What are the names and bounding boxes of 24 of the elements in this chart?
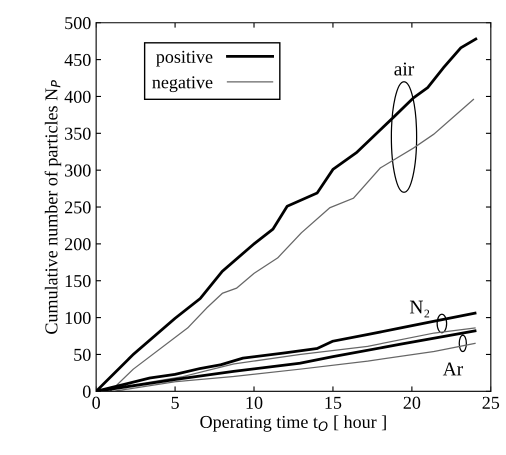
y-tick-label: 450	[64, 54, 91, 66]
y-tick-label: 150	[66, 274, 91, 288]
x-tick-label: 0	[92, 396, 100, 409]
y-tick-label: 400	[64, 90, 91, 103]
legend-label: positive	[156, 50, 212, 67]
x-tick-label: 20	[404, 396, 420, 409]
y-tick-label: 350	[65, 128, 91, 140]
y-tick-label: 300	[65, 164, 91, 177]
x-tick-label: 25	[482, 396, 500, 409]
y-tick-label: 50	[74, 348, 91, 361]
x-axis-title: Operating time t$_{O}$ [ hour ]	[200, 415, 386, 432]
annotation: Ar	[442, 362, 464, 376]
y-tick-label: 200	[64, 238, 91, 250]
y-tick-label: 250	[64, 201, 91, 214]
annotation: air	[394, 62, 414, 76]
x-tick-label: 15	[326, 396, 342, 409]
y-tick-label: 500	[65, 17, 91, 30]
x-tick-label: 10	[246, 396, 262, 409]
annotation: N₂	[410, 300, 430, 318]
y-tick-label: 0	[82, 386, 91, 398]
x-tick-label: 5	[172, 396, 179, 409]
legend-label: negative	[152, 76, 212, 92]
y-axis-title: Cumulative number of particles N$_{P}$	[44, 80, 62, 334]
y-tick-label: 100	[66, 312, 91, 324]
